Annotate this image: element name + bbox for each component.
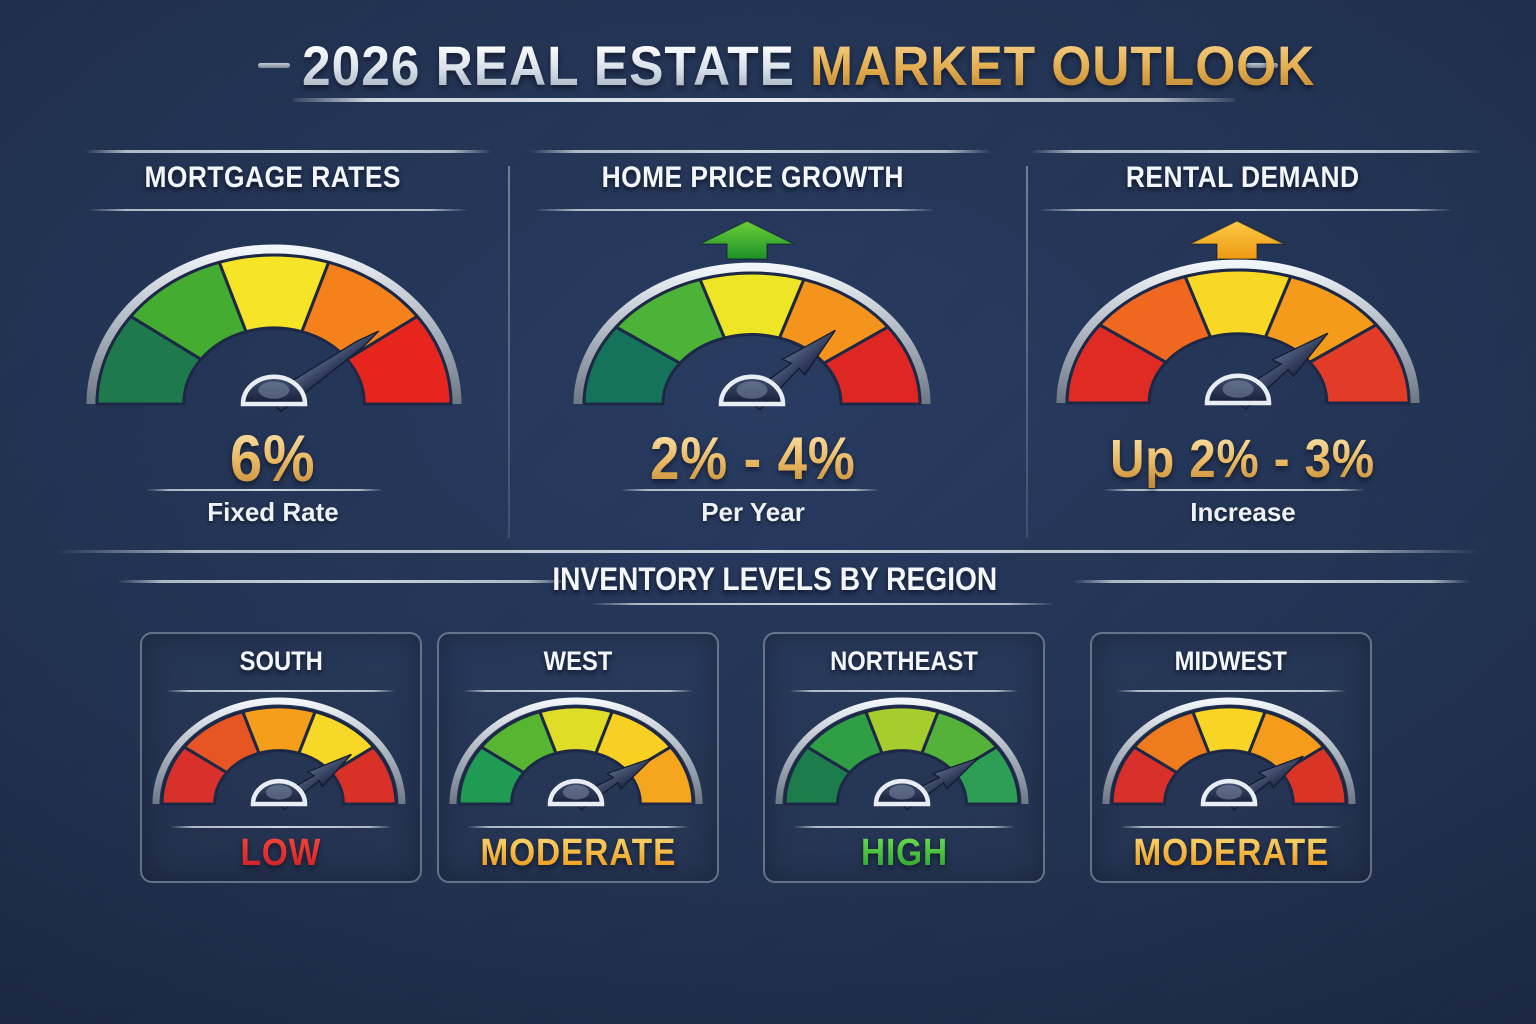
metric-topline-1 — [85, 150, 492, 153]
gauge-rental-demand — [1056, 259, 1420, 410]
region-title-midwest: MIDWEST — [1174, 646, 1288, 676]
column-divider-1 — [508, 166, 510, 538]
metric-topline-3 — [1030, 150, 1482, 153]
region-title-northeast: NORTHEAST — [830, 646, 978, 676]
region-card-south: SOUTH LOW — [140, 632, 422, 883]
region-card-northeast: NORTHEAST HIGH — [763, 632, 1045, 883]
inventory-section-heading: INVENTORY LEVELS BY REGION — [552, 561, 998, 597]
gauge-mortgage-rates — [86, 244, 462, 413]
region-status-line — [467, 826, 689, 828]
trend-up-arrow-icon — [1189, 220, 1285, 260]
region-title-underline — [463, 690, 693, 692]
title-dash-right — [1246, 63, 1278, 68]
region-title-underline — [1116, 690, 1346, 692]
inventory-heading-line-left — [117, 580, 573, 583]
metric-title-underline-2 — [535, 209, 935, 211]
region-status-northeast: HIGH — [860, 832, 948, 874]
metric-title-underline-1 — [88, 209, 468, 211]
page-title-gold: MARKET OUTLOOK — [810, 34, 1316, 97]
metric-value-mortgage-rates: 6% — [230, 421, 316, 495]
page-title: 2026 REAL ESTATE MARKET OUTLOOK — [258, 33, 1314, 97]
metric-title-mortgage-rates: MORTGAGE RATES — [144, 161, 402, 194]
region-status-line — [1120, 826, 1342, 828]
gauge-hub — [240, 374, 308, 407]
gauge-home-price-growth — [573, 262, 931, 411]
region-status-south: LOW — [240, 832, 322, 874]
metric-sublabel-mortgage-rates: Fixed Rate — [207, 497, 339, 527]
title-dash-left — [258, 63, 290, 68]
inventory-heading-underline — [590, 603, 1055, 605]
region-status-line — [170, 826, 392, 828]
region-card-midwest: MIDWEST MODERATE — [1090, 632, 1372, 883]
page-title-white: 2026 REAL ESTATE — [302, 34, 795, 97]
region-status-line — [793, 826, 1015, 828]
metric-value-rental-demand: Up 2% - 3% — [1110, 429, 1376, 489]
metric-sublabel-home-price-growth: Per Year — [701, 497, 805, 527]
metric-value-underline-2 — [620, 489, 880, 491]
metric-value-underline-3 — [1103, 489, 1365, 491]
column-divider-2 — [1026, 166, 1028, 538]
metric-title-rental-demand: RENTAL DEMAND — [1126, 161, 1360, 194]
region-title-south: SOUTH — [239, 646, 323, 676]
region-card-west: WEST MODERATE — [437, 632, 719, 883]
gauge-needle — [1229, 332, 1329, 410]
region-status-midwest: MODERATE — [1133, 832, 1329, 874]
gauge-needle — [742, 329, 836, 411]
inventory-heading-line-right — [1073, 580, 1470, 583]
region-title-underline — [789, 690, 1019, 692]
metric-title-underline-3 — [1038, 209, 1452, 211]
metric-topline-2 — [530, 150, 992, 153]
region-title-underline — [166, 690, 396, 692]
metric-sublabel-rental-demand: Increase — [1190, 497, 1296, 527]
region-title-west: WEST — [543, 646, 613, 676]
gauge-hub — [1204, 373, 1272, 406]
trend-up-arrow-icon — [699, 220, 795, 260]
metric-value-underline-1 — [146, 489, 383, 491]
metric-value-home-price-growth: 2% - 4% — [650, 425, 856, 492]
header-underline — [293, 98, 1235, 102]
gauge-hub — [718, 374, 786, 407]
gauge-needle — [265, 330, 380, 413]
section-divider-line — [56, 550, 1480, 553]
region-status-west: MODERATE — [480, 832, 676, 874]
metric-title-home-price-growth: HOME PRICE GROWTH — [601, 161, 905, 194]
